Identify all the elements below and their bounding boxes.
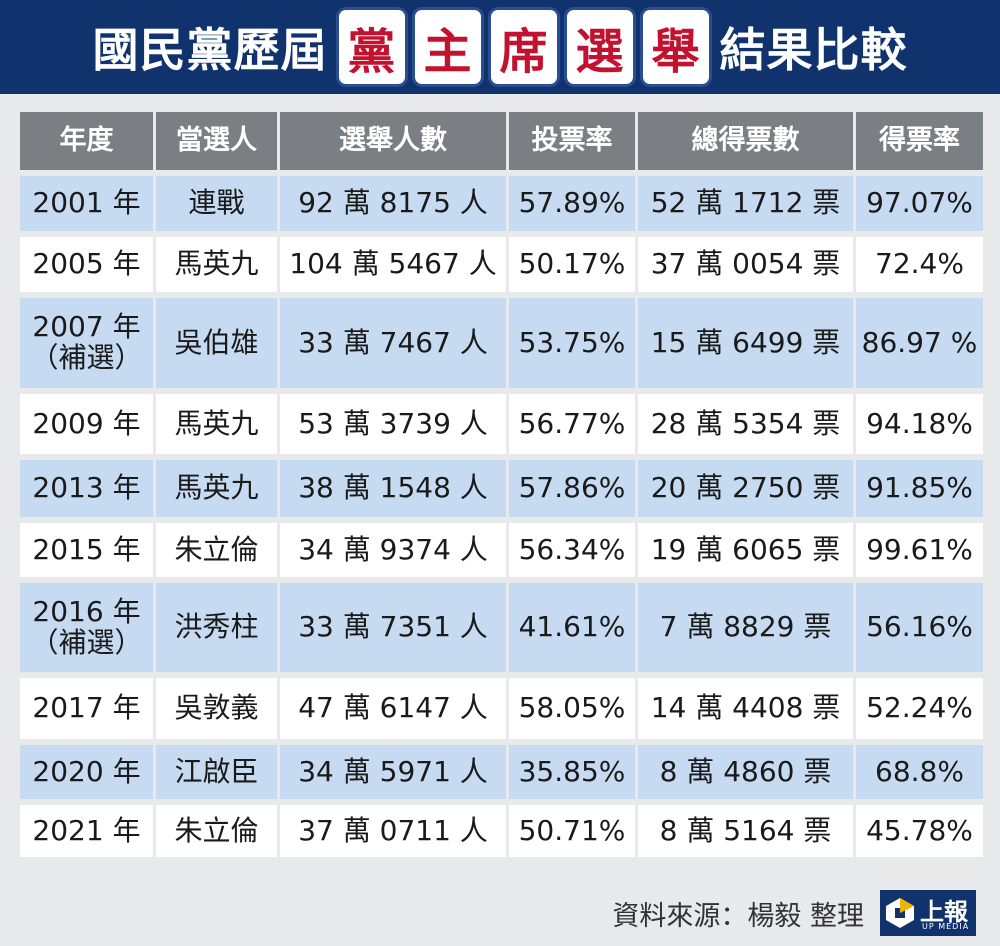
table-cell: 57.89% [509, 176, 635, 231]
table-cell: 8 萬 5164 票 [638, 805, 853, 857]
table-cell: 41.61% [509, 583, 635, 672]
table-cell: 50.17% [509, 237, 635, 292]
title-box-char: 選 [563, 7, 636, 87]
table-cell: 56.34% [509, 523, 635, 577]
table-cell: 57.86% [509, 460, 635, 517]
table-cell: 2017 年 [20, 678, 153, 739]
table-cell: 朱立倫 [156, 523, 277, 577]
table-cell: 33 萬 7467 人 [280, 298, 506, 388]
table-cell: 馬英九 [156, 394, 277, 454]
title-box-char: 主 [411, 7, 484, 87]
table-cell: 37 萬 0054 票 [638, 237, 853, 292]
title-banner: 國民黨歷屆 黨主席選舉 結果比較 [0, 0, 1000, 94]
table-cell: 2007 年 （補選） [20, 298, 153, 388]
table-cell: 14 萬 4408 票 [638, 678, 853, 739]
table-cell: 2020 年 [20, 745, 153, 799]
results-table: 年度 當選人 選舉人數 投票率 總得票數 得票率 2001 年連戰 92 萬 8175 人 57… [20, 112, 983, 857]
table-cell: 35.85% [509, 745, 635, 799]
table-cell: 52 萬 1712 票 [638, 176, 853, 231]
logo: 上報 UP MEDIA [880, 890, 976, 936]
table-cell: 吳伯雄 [156, 298, 277, 388]
logo-icon [886, 898, 914, 928]
source-note: 資料來源：楊毅 整理 [612, 901, 864, 932]
table-cell: 連戰 [156, 176, 277, 231]
table-cell: 洪秀柱 [156, 583, 277, 672]
table-cell: 47 萬 6147 人 [280, 678, 506, 739]
table-cell: 馬英九 [156, 460, 277, 517]
table-cell: 19 萬 6065 票 [638, 523, 853, 577]
column-header: 投票率 [509, 112, 635, 170]
logo-text: 上報 [920, 898, 968, 926]
table-cell: 15 萬 6499 票 [638, 298, 853, 388]
table-cell: 104 萬 5467 人 [280, 237, 506, 292]
table-cell: 吳敦義 [156, 678, 277, 739]
table-cell: 江啟臣 [156, 745, 277, 799]
table-cell: 94.18% [856, 394, 983, 454]
table-cell: 56.77% [509, 394, 635, 454]
table-cell: 馬英九 [156, 237, 277, 292]
table-cell: 2001 年 [20, 176, 153, 231]
table-cell: 52.24% [856, 678, 983, 739]
column-header: 得票率 [856, 112, 983, 170]
title-box-char: 席 [487, 7, 560, 87]
table-cell: 2013 年 [20, 460, 153, 517]
table-cell: 朱立倫 [156, 805, 277, 857]
title-text: 結果比較 [719, 23, 908, 77]
column-header: 當選人 [156, 112, 277, 170]
table-cell: 56.16% [856, 583, 983, 672]
table-cell: 99.61% [856, 523, 983, 577]
table-cell: 53.75% [509, 298, 635, 388]
table-cell: 86.97 % [856, 298, 983, 388]
table-cell: 2016 年 （補選） [20, 583, 153, 672]
table-cell: 97.07% [856, 176, 983, 231]
title-box-char: 舉 [639, 7, 712, 87]
table-cell: 72.4% [856, 237, 983, 292]
table-cell: 37 萬 0711 人 [280, 805, 506, 857]
column-header: 選舉人數 [280, 112, 506, 170]
column-header: 總得票數 [638, 112, 853, 170]
table-cell: 2005 年 [20, 237, 153, 292]
table-cell: 34 萬 9374 人 [280, 523, 506, 577]
title-text: 國民黨歷屆 [92, 23, 328, 77]
table-cell: 38 萬 1548 人 [280, 460, 506, 517]
table-cell: 68.8% [856, 745, 983, 799]
table-cell: 2009 年 [20, 394, 153, 454]
title-box-char: 黨 [335, 7, 408, 87]
table-cell: 8 萬 4860 票 [638, 745, 853, 799]
table-cell: 20 萬 2750 票 [638, 460, 853, 517]
table-cell: 33 萬 7351 人 [280, 583, 506, 672]
table-cell: 28 萬 5354 票 [638, 394, 853, 454]
table-cell: 58.05% [509, 678, 635, 739]
table-cell: 7 萬 8829 票 [638, 583, 853, 672]
table-cell: 2021 年 [20, 805, 153, 857]
logo-subtext: UP MEDIA [922, 922, 970, 931]
table-cell: 91.85% [856, 460, 983, 517]
table-cell: 2015 年 [20, 523, 153, 577]
table-cell: 34 萬 5971 人 [280, 745, 506, 799]
table-cell: 53 萬 3739 人 [280, 394, 506, 454]
title-boxes: 黨主席選舉 [334, 7, 714, 87]
table-cell: 92 萬 8175 人 [280, 176, 506, 231]
table-cell: 45.78% [856, 805, 983, 857]
table-cell: 50.71% [509, 805, 635, 857]
column-header: 年度 [20, 112, 153, 170]
